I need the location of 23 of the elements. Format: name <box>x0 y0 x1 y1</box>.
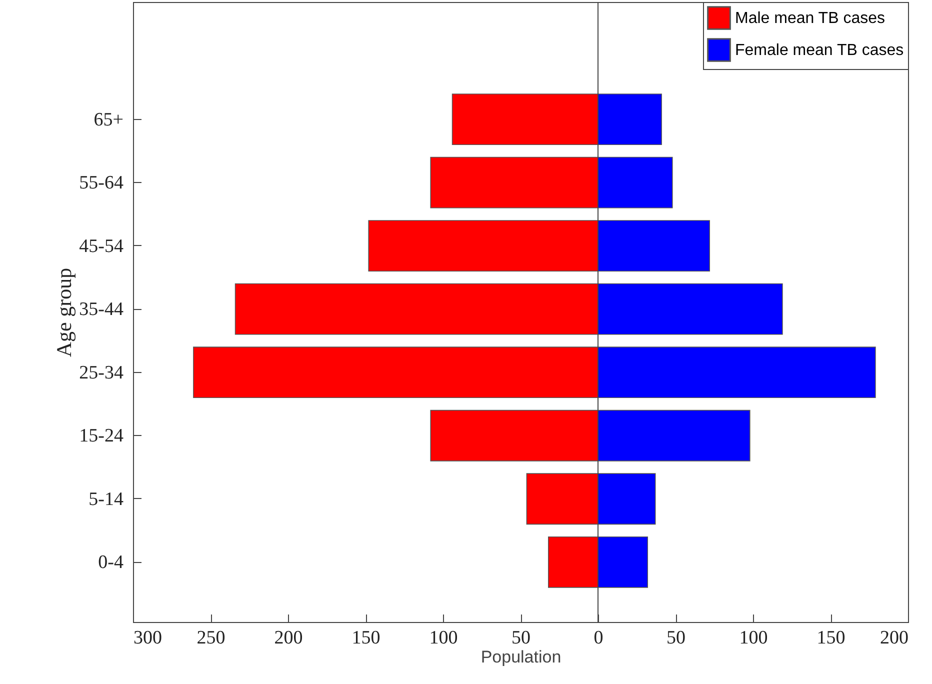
y-tick-label: 45-54 <box>79 236 124 257</box>
x-tick-label: 300 <box>134 628 162 648</box>
y-tick-label: 15-24 <box>79 426 124 447</box>
y-tick-label: 25-34 <box>79 362 124 384</box>
y-axis-title: Age group <box>52 268 76 358</box>
x-tick-label: 250 <box>196 628 226 648</box>
y-tick-label: 65+ <box>94 109 124 130</box>
y-tick-label: 0-4 <box>98 552 124 574</box>
x-tick-label: 150 <box>352 628 380 648</box>
x-axis-title: Population <box>480 648 562 666</box>
y-tick-label: 5-14 <box>88 488 124 510</box>
x-tick-label: 0 <box>594 628 604 648</box>
x-tick-label: 50 <box>512 628 530 648</box>
x-tick-label: 200 <box>274 628 303 648</box>
x-tick-label: 100 <box>739 628 768 648</box>
y-tick-label: 55-64 <box>79 172 124 194</box>
x-tick-label: 150 <box>816 628 846 648</box>
y-tick-label: 35-44 <box>79 299 124 320</box>
x-tick-label: 50 <box>666 628 686 648</box>
legend-label: Male mean TB cases <box>735 10 885 27</box>
x-tick-label: 200 <box>880 628 908 648</box>
x-tick-label: 100 <box>429 628 458 648</box>
legend-label: Female mean TB cases <box>735 42 904 59</box>
